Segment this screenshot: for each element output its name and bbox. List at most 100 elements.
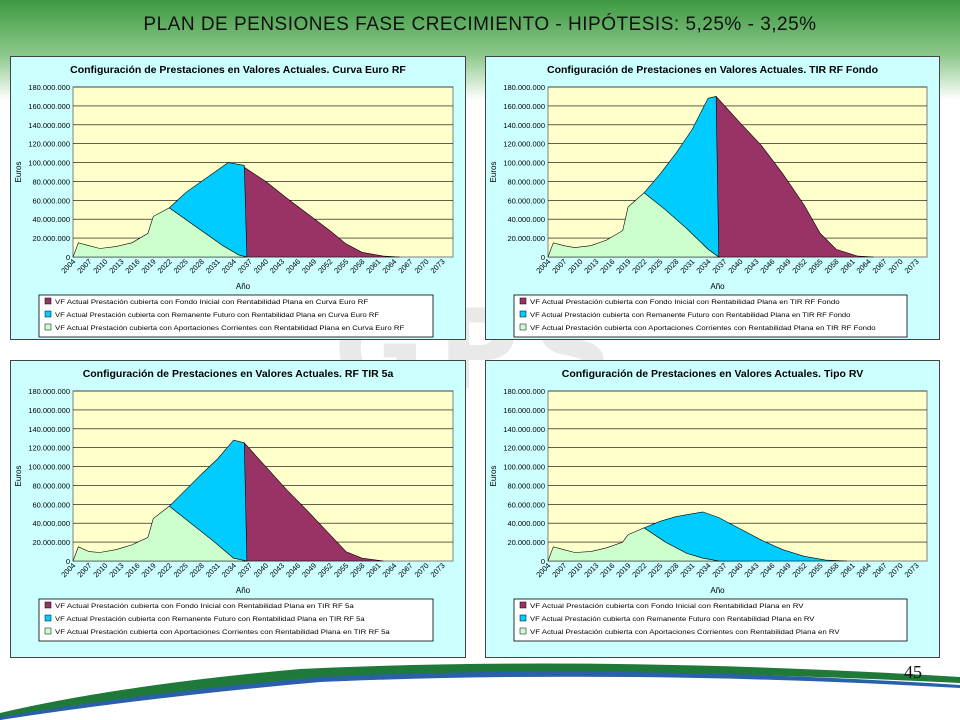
y-tick-label: 40.000.000 <box>507 519 545 528</box>
x-axis-label: Año <box>710 282 725 291</box>
x-tick-label: 2058 <box>823 257 841 275</box>
legend-swatch <box>519 310 527 318</box>
x-tick-label: 2016 <box>123 257 141 275</box>
x-tick-label: 2043 <box>268 561 286 579</box>
x-tick-label: 2058 <box>348 257 366 275</box>
y-tick-label: 180.000.000 <box>28 387 70 396</box>
y-tick-label: 20.000.000 <box>507 234 545 243</box>
x-tick-label: 2037 <box>236 257 254 275</box>
x-tick-label: 2025 <box>172 257 190 275</box>
y-tick-label: 80.000.000 <box>32 481 70 490</box>
x-tick-label: 2049 <box>774 257 792 275</box>
y-tick-label: 180.000.000 <box>503 387 545 396</box>
y-tick-label: 140.000.000 <box>503 121 545 130</box>
legend-entry: VF Actual Prestación cubierta con Remane… <box>530 312 851 319</box>
y-axis-label: Euros <box>489 162 498 183</box>
legend-entry: VF Actual Prestación cubierta con Fondo … <box>55 603 354 610</box>
legend-swatch <box>44 310 52 318</box>
x-tick-label: 2052 <box>790 257 808 275</box>
x-tick-label: 2028 <box>662 257 680 275</box>
legend-swatch <box>519 614 527 622</box>
chart-svg: Configuración de Prestaciones en Valores… <box>14 368 454 642</box>
x-tick-label: 2040 <box>252 561 270 579</box>
x-tick-label: 2019 <box>614 257 632 275</box>
x-tick-label: 2013 <box>582 257 600 275</box>
x-tick-label: 2046 <box>284 257 302 275</box>
x-tick-label: 2040 <box>726 561 744 579</box>
x-tick-label: 2061 <box>839 561 857 579</box>
x-tick-label: 2049 <box>300 257 318 275</box>
x-tick-label: 2022 <box>156 561 174 579</box>
x-tick-label: 2040 <box>726 257 744 275</box>
x-axis-label: Año <box>236 586 251 595</box>
series-area-2 <box>72 207 247 258</box>
legend-swatch <box>44 323 52 331</box>
y-tick-label: 180.000.000 <box>28 83 70 92</box>
x-tick-label: 2037 <box>710 257 728 275</box>
x-tick-label: 2025 <box>646 561 664 579</box>
x-tick-label: 2016 <box>123 561 141 579</box>
x-tick-label: 2067 <box>396 561 414 579</box>
legend-entry: VF Actual Prestación cubierta con Fondo … <box>530 299 840 306</box>
x-tick-label: 2028 <box>188 257 206 275</box>
y-tick-label: 120.000.000 <box>28 444 70 453</box>
chart-svg: Configuración de Prestaciones en Valores… <box>14 64 454 338</box>
x-tick-label: 2073 <box>429 257 447 275</box>
x-tick-label: 2049 <box>774 561 792 579</box>
x-tick-label: 2004 <box>59 257 77 275</box>
x-tick-label: 2004 <box>534 257 552 275</box>
y-tick-label: 60.000.000 <box>507 196 545 205</box>
series-area-0 <box>713 95 874 258</box>
x-tick-label: 2016 <box>598 561 616 579</box>
bottom-swoosh-decoration <box>0 663 960 720</box>
x-tick-label: 2061 <box>839 257 857 275</box>
legend-swatch <box>519 627 527 635</box>
x-tick-label: 2010 <box>566 561 584 579</box>
x-tick-label: 2007 <box>75 257 93 275</box>
x-tick-label: 2022 <box>630 561 648 579</box>
y-axis-label: Euros <box>14 466 23 487</box>
x-tick-label: 2019 <box>140 257 158 275</box>
y-tick-label: 40.000.000 <box>32 215 70 224</box>
y-tick-label: 160.000.000 <box>503 406 545 415</box>
x-tick-label: 2013 <box>107 561 125 579</box>
x-tick-label: 2034 <box>220 257 238 275</box>
y-tick-label: 60.000.000 <box>32 196 70 205</box>
x-tick-label: 2025 <box>646 257 664 275</box>
series-area-2 <box>547 527 719 562</box>
y-tick-label: 40.000.000 <box>32 519 70 528</box>
y-tick-label: 0 <box>541 253 545 262</box>
chart-title: Configuración de Prestaciones en Valores… <box>83 368 394 380</box>
y-tick-label: 140.000.000 <box>503 425 545 434</box>
x-tick-label: 2034 <box>220 561 238 579</box>
y-tick-label: 0 <box>66 557 70 566</box>
x-tick-label: 2025 <box>172 561 190 579</box>
x-tick-label: 2034 <box>694 257 712 275</box>
x-tick-label: 2064 <box>380 561 398 579</box>
chart-tir-rf-fondo: Configuración de Prestaciones en Valores… <box>485 56 940 340</box>
chart-rf-tir-5a: Configuración de Prestaciones en Valores… <box>10 360 466 658</box>
y-axis-label: Euros <box>14 162 23 183</box>
legend-swatch <box>519 323 527 331</box>
x-tick-label: 2070 <box>887 561 905 579</box>
chart-title: Configuración de Prestaciones en Valores… <box>70 64 406 76</box>
x-tick-label: 2067 <box>871 257 889 275</box>
x-tick-label: 2049 <box>300 561 318 579</box>
legend-entry: VF Actual Prestación cubierta con Remane… <box>55 312 379 319</box>
legend-box <box>38 598 434 642</box>
x-tick-label: 2058 <box>348 561 366 579</box>
legend-swatch <box>44 601 52 609</box>
y-tick-label: 140.000.000 <box>28 121 70 130</box>
y-tick-label: 80.000.000 <box>32 177 70 186</box>
x-tick-label: 2037 <box>236 561 254 579</box>
legend-box <box>513 598 908 642</box>
x-tick-label: 2067 <box>396 257 414 275</box>
series-area-0 <box>241 442 384 562</box>
y-tick-label: 160.000.000 <box>28 406 70 415</box>
legend-entry: VF Actual Prestación cubierta con Remane… <box>55 616 365 623</box>
x-tick-label: 2010 <box>566 257 584 275</box>
x-tick-label: 2013 <box>107 257 125 275</box>
x-tick-label: 2040 <box>252 257 270 275</box>
slide-title: PLAN DE PENSIONES FASE CRECIMIENTO - HIP… <box>143 14 817 35</box>
x-tick-label: 2007 <box>550 257 568 275</box>
